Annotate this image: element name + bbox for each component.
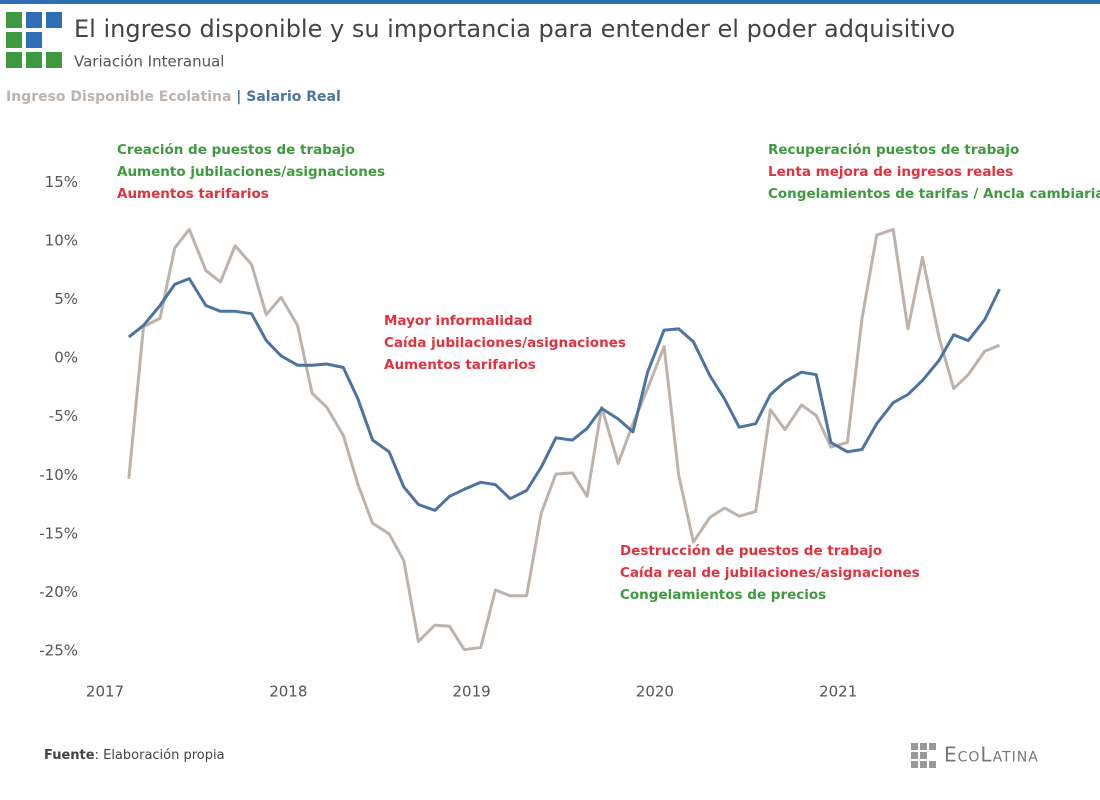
annotation: Destrucción de puestos de trabajo xyxy=(620,543,882,559)
annotation: Aumento jubilaciones/asignaciones xyxy=(117,164,385,180)
subtitle: Variación Interanual xyxy=(74,53,224,71)
y-tick-label: -15% xyxy=(39,524,78,542)
brand-logo xyxy=(911,743,936,768)
annotation: Lenta mejora de ingresos reales xyxy=(768,164,1013,180)
x-tick-label: 2019 xyxy=(453,683,491,701)
x-tick-label: 2018 xyxy=(269,683,307,701)
annotation: Congelamientos de tarifas / Ancla cambia… xyxy=(768,186,1100,202)
annotation: Aumentos tarifarios xyxy=(384,357,536,373)
top-bar xyxy=(0,0,1100,4)
source: Fuente: Elaboración propia xyxy=(44,748,225,763)
y-tick-label: 0% xyxy=(54,349,78,367)
annotation: Caída jubilaciones/asignaciones xyxy=(384,335,626,351)
legend: Ingreso Disponible Ecolatina | Salario R… xyxy=(6,89,341,105)
y-tick-label: 15% xyxy=(45,173,78,191)
chart-title: El ingreso disponible y su importancia p… xyxy=(74,15,955,43)
logo xyxy=(6,12,62,68)
legend-separator: | xyxy=(236,89,241,105)
x-tick-label: 2020 xyxy=(636,683,674,701)
source-text: : Elaboración propia xyxy=(95,748,225,763)
y-tick-label: 10% xyxy=(45,232,78,250)
y-tick-label: -10% xyxy=(39,466,78,484)
y-tick-label: -25% xyxy=(39,641,78,659)
y-tick-label: 5% xyxy=(54,290,78,308)
annotation: Recuperación puestos de trabajo xyxy=(768,142,1019,158)
annotation: Congelamientos de precios xyxy=(620,587,826,603)
x-tick-label: 2017 xyxy=(86,683,124,701)
x-tick-label: 2021 xyxy=(819,683,857,701)
legend-entry: Salario Real xyxy=(246,89,341,105)
annotation: Aumentos tarifarios xyxy=(117,186,269,202)
y-tick-label: -20% xyxy=(39,583,78,601)
annotation: Creación de puestos de trabajo xyxy=(117,142,355,158)
source-label: Fuente xyxy=(44,748,95,763)
y-tick-label: -5% xyxy=(49,407,78,425)
series-line xyxy=(127,277,1001,512)
annotation: Caída real de jubilaciones/asignaciones xyxy=(620,565,920,581)
legend-entry: Ingreso Disponible Ecolatina xyxy=(6,89,231,105)
annotation: Mayor informalidad xyxy=(384,313,532,329)
brand: EcoLatina xyxy=(944,743,1039,767)
series-line xyxy=(127,227,1001,652)
